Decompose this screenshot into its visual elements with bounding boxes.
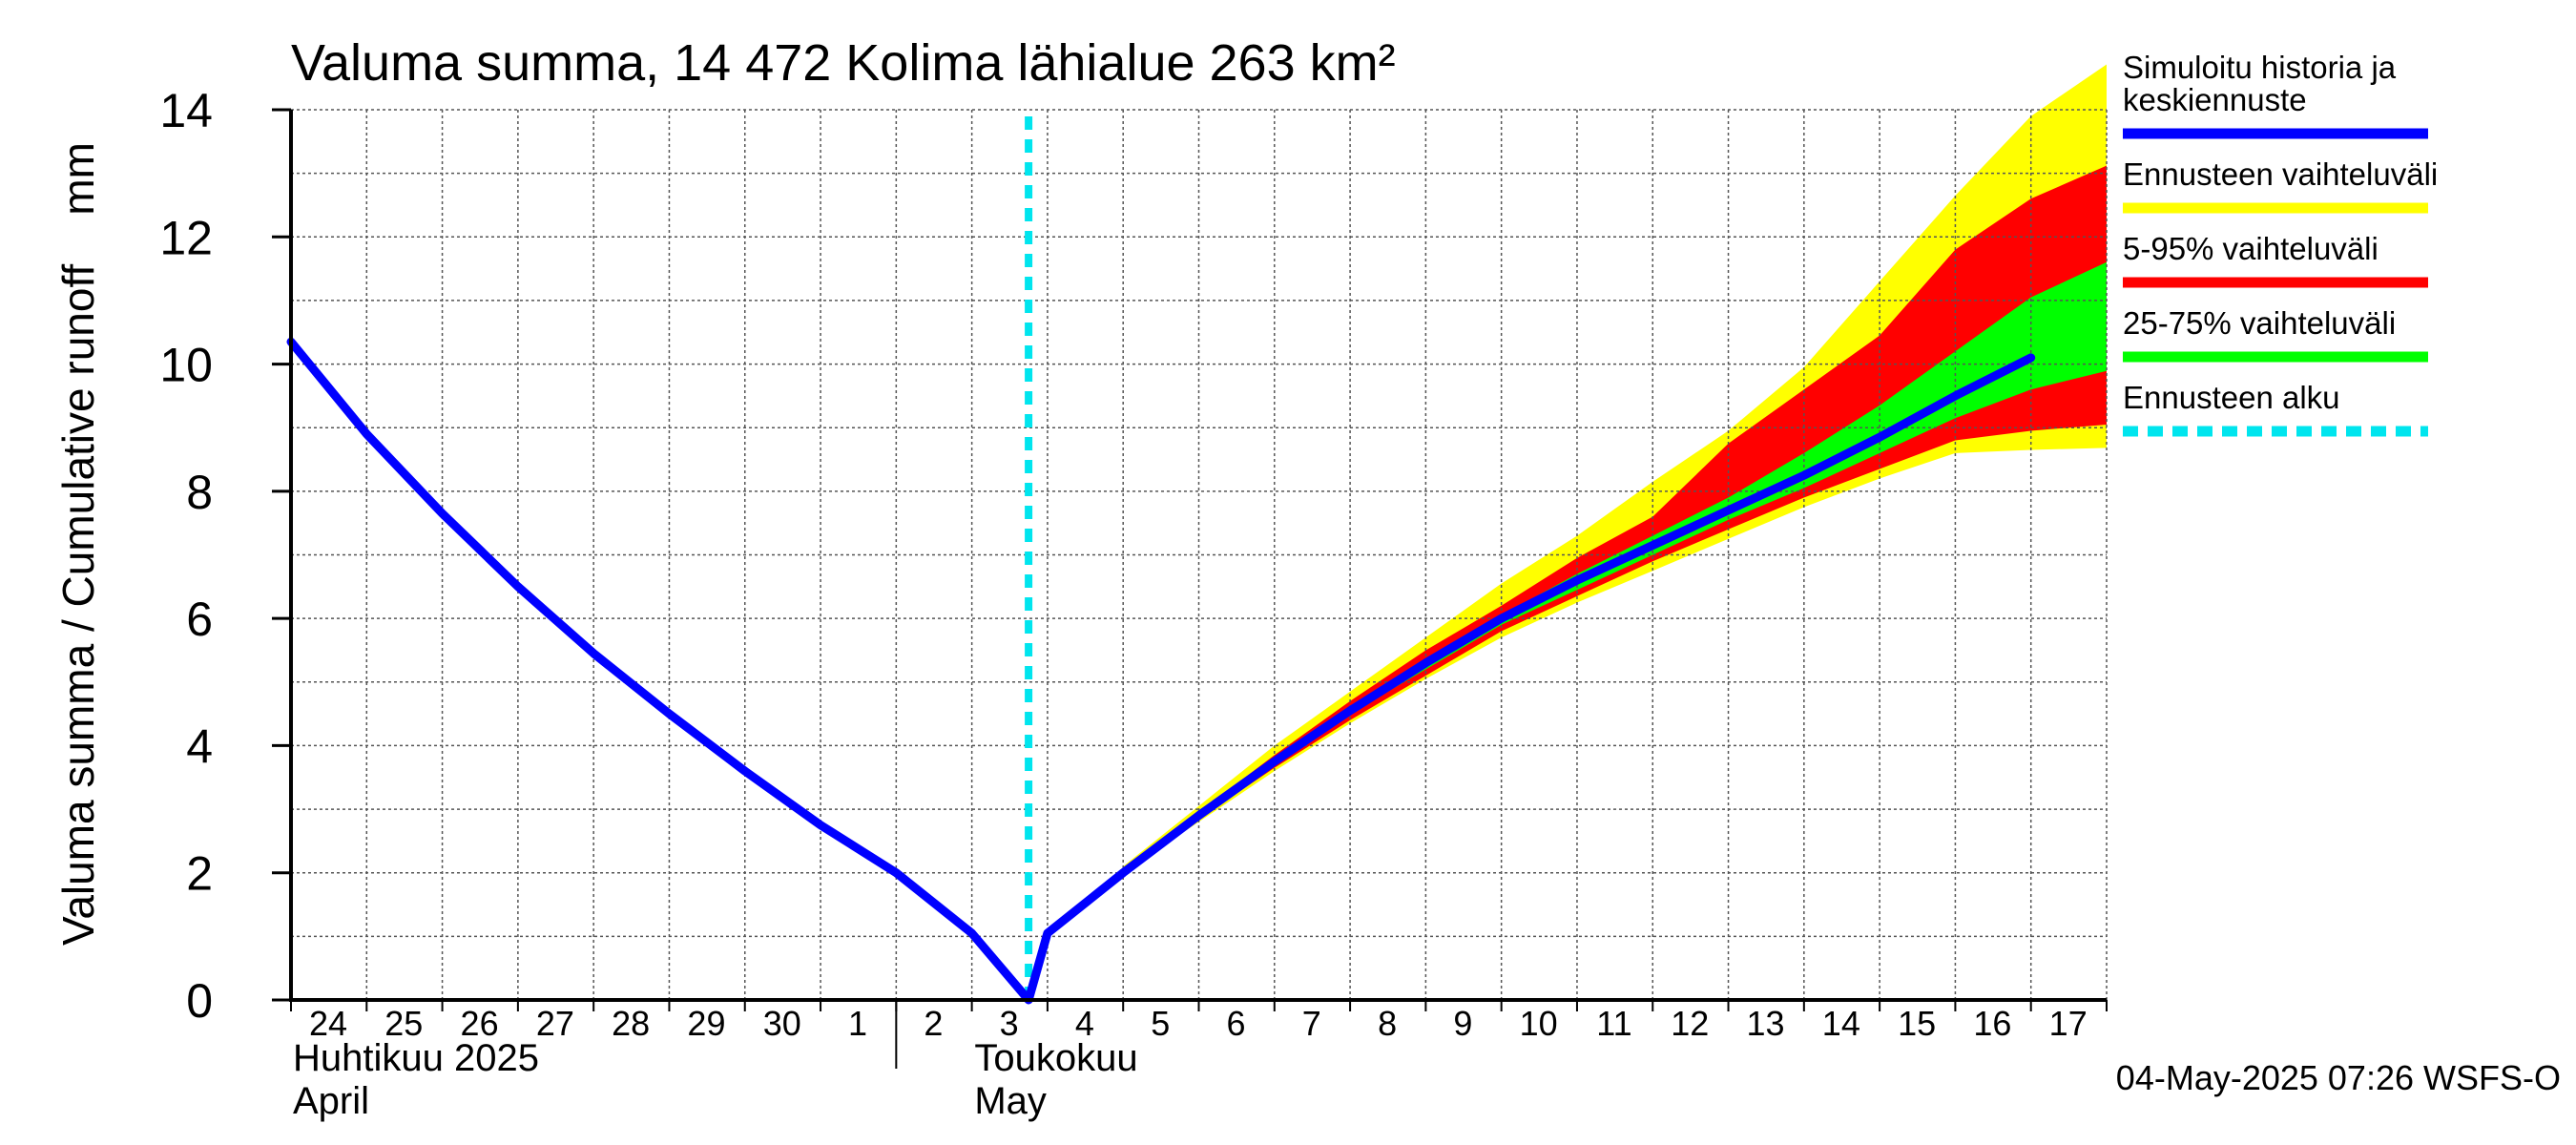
- y-tick-label: 4: [186, 719, 213, 773]
- x-tick-label: 24: [309, 1004, 347, 1043]
- y-tick-label: 12: [159, 211, 213, 264]
- x-tick-label: 9: [1453, 1004, 1472, 1043]
- month-label-fi: Huhtikuu 2025: [293, 1037, 539, 1079]
- x-tick-label: 4: [1075, 1004, 1094, 1043]
- x-tick-label: 12: [1671, 1004, 1709, 1043]
- x-tick-label: 30: [763, 1004, 801, 1043]
- x-tick-label: 13: [1747, 1004, 1785, 1043]
- y-tick-label: 6: [186, 593, 213, 646]
- legend-label: Ennusteen alku: [2123, 380, 2340, 415]
- x-tick-label: 6: [1226, 1004, 1245, 1043]
- legend-label: Simuloitu historia ja: [2123, 50, 2397, 85]
- y-tick-label: 14: [159, 84, 213, 137]
- x-tick-label: 26: [461, 1004, 499, 1043]
- legend-label: keskiennuste: [2123, 82, 2307, 117]
- month-label-en: April: [293, 1080, 369, 1122]
- x-tick-label: 8: [1378, 1004, 1397, 1043]
- x-tick-label: 28: [612, 1004, 650, 1043]
- footer-timestamp: 04-May-2025 07:26 WSFS-O: [2116, 1058, 2561, 1097]
- x-tick-label: 25: [384, 1004, 423, 1043]
- x-tick-label: 17: [2049, 1004, 2088, 1043]
- y-tick-label: 0: [186, 974, 213, 1028]
- x-tick-label: 2: [924, 1004, 943, 1043]
- x-tick-label: 1: [848, 1004, 867, 1043]
- x-tick-label: 10: [1520, 1004, 1558, 1043]
- y-tick-label: 8: [186, 466, 213, 519]
- y-axis-label: Valuma summa / Cumulative runoff mm: [53, 142, 103, 946]
- legend-label: 25-75% vaihteluväli: [2123, 305, 2396, 341]
- x-tick-label: 29: [687, 1004, 725, 1043]
- series-line-median: [286, 337, 2036, 1005]
- x-tick-label: 11: [1596, 1004, 1631, 1043]
- month-label-en: May: [974, 1080, 1047, 1122]
- x-tick-label: 16: [1973, 1004, 2011, 1043]
- legend-label: Ennusteen vaihteluväli: [2123, 156, 2438, 192]
- legend-label: 5-95% vaihteluväli: [2123, 231, 2379, 266]
- month-label-fi: Toukokuu: [974, 1037, 1137, 1079]
- chart-title: Valuma summa, 14 472 Kolima lähialue 263…: [291, 34, 1396, 92]
- x-tick-label: 7: [1302, 1004, 1321, 1043]
- y-tick-label: 10: [159, 339, 213, 392]
- x-tick-label: 15: [1898, 1004, 1936, 1043]
- band-ennusteen-vaihteluv-li: [1123, 64, 2107, 873]
- x-tick-label: 3: [1000, 1004, 1019, 1043]
- x-tick-label: 14: [1822, 1004, 1860, 1043]
- x-tick-label: 5: [1151, 1004, 1170, 1043]
- y-tick-label: 2: [186, 847, 213, 901]
- grid-lines: [291, 109, 2108, 1000]
- forecast-bands: [1123, 64, 2107, 873]
- x-tick-label: 27: [536, 1004, 574, 1043]
- series-lines: [286, 116, 2036, 1005]
